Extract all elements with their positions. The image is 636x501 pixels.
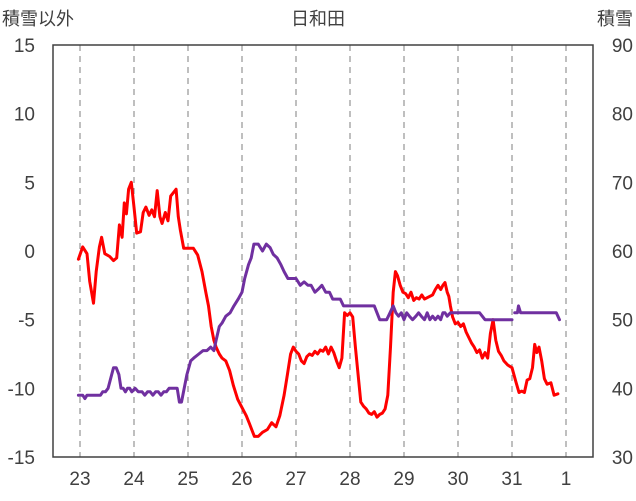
- x-tick-0: 23: [69, 469, 90, 490]
- right-tick-1: 80: [612, 105, 633, 126]
- left-tick-2: 5: [24, 173, 35, 194]
- left-axis-label: 積雪以外: [2, 9, 74, 30]
- right-tick-labels: 90 80 70 60 50 40 30: [612, 36, 633, 469]
- x-tick-3: 26: [231, 469, 252, 490]
- x-tick-2: 25: [177, 469, 198, 490]
- left-tick-0: 15: [14, 36, 35, 57]
- x-tick-9: 1: [561, 469, 572, 490]
- x-tick-6: 29: [393, 469, 414, 490]
- x-tick-1: 24: [123, 469, 145, 490]
- left-tick-1: 10: [14, 105, 35, 126]
- x-tick-labels: 23 24 25 26 27 28 29 30 31 1: [69, 469, 571, 490]
- left-tick-5: -10: [8, 379, 35, 400]
- plot-area-frame: [52, 44, 594, 458]
- x-tick-7: 30: [447, 469, 468, 490]
- right-tick-2: 70: [612, 173, 633, 194]
- right-tick-3: 60: [612, 242, 633, 263]
- series-line-1: [76, 242, 514, 404]
- chart-title: 日和田: [291, 9, 345, 30]
- x-tick-5: 28: [339, 469, 360, 490]
- right-tick-6: 30: [612, 448, 633, 469]
- x-tick-4: 27: [285, 469, 306, 490]
- left-tick-4: -5: [18, 311, 35, 332]
- right-tick-0: 90: [612, 36, 633, 57]
- right-tick-5: 40: [612, 379, 633, 400]
- left-tick-6: -15: [8, 448, 35, 469]
- series-line-0: [76, 180, 560, 438]
- x-tick-8: 31: [501, 469, 522, 490]
- right-axis-label: 積雪: [597, 9, 633, 30]
- right-tick-4: 50: [612, 311, 633, 332]
- series-lines: [76, 180, 561, 438]
- series-line-2: [513, 304, 561, 322]
- left-tick-3: 0: [24, 242, 35, 263]
- left-tick-labels: 15 10 5 0 -5 -10 -15: [8, 36, 35, 469]
